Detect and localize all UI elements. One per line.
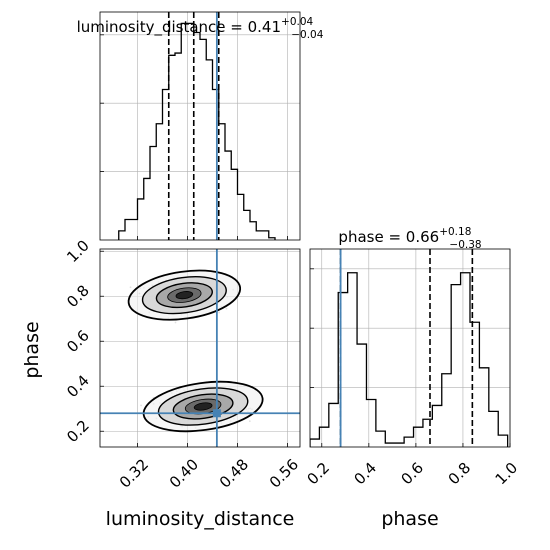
joint-sample-point (129, 286, 132, 289)
joint-xtick-label-3: 0.56 (266, 455, 302, 491)
phase-xtick-label-0: 0.2 (303, 459, 333, 489)
joint-contour-level-0-4 (175, 291, 194, 300)
phase-xtick-label-4: 1.0 (492, 459, 522, 489)
phase-title-main: phase = 0.66 (338, 228, 439, 246)
joint-sample-point (140, 404, 142, 407)
joint-xtick-label-1: 0.40 (166, 455, 202, 491)
luminosity-distance-histogram-panel: luminosity_distance = 0.41+0.04 −0.04 (77, 11, 324, 241)
joint-ytick-label-1: 0.4 (63, 371, 93, 401)
phase-histogram-panel: 0.2 0.4 0.6 0.8 1.0 phase = 0.66+0.18 −0.38 p… (303, 226, 521, 530)
joint-sample-point (218, 311, 221, 314)
luminosity-distance-histogram-ticks (100, 34, 288, 240)
luminosity-distance-quantile-lines (167, 12, 220, 240)
joint-sample-point (225, 307, 228, 310)
joint-density-contours (127, 269, 264, 433)
phase-histogram-frame (309, 248, 511, 448)
y-axis-label-phase: phase (21, 321, 43, 378)
luminosity-distance-histogram (118, 22, 276, 240)
phase-histogram (310, 272, 509, 447)
joint-xtick-label-0: 0.32 (116, 455, 152, 491)
joint-ytick-label-4: 1.0 (63, 236, 93, 266)
luminosity-distance-title: luminosity_distance = 0.41+0.04 −0.04 (77, 16, 324, 41)
joint-contour-level-1-4 (193, 402, 213, 411)
phase-title: phase = 0.66+0.18 −0.38 (338, 226, 481, 251)
joint-ytick-label-3: 0.8 (63, 281, 93, 311)
phase-quantile-lines (339, 249, 474, 447)
joint-sample-point (248, 420, 251, 423)
x-axis-label-phase: phase (381, 508, 438, 530)
joint-ytick-label-2: 0.6 (63, 326, 93, 356)
phase-xtick-label-3: 0.8 (445, 459, 475, 489)
ph-histogram-step (310, 272, 509, 447)
phase-xtick-label-2: 0.6 (398, 459, 428, 489)
joint-density-frame (99, 248, 301, 448)
joint-density-panel: 0.32 0.40 0.48 0.56 0.2 0.4 0.6 0.8 1.0 luminosi… (21, 236, 302, 530)
phase-title-upper: +0.18 (439, 226, 471, 238)
joint-sample-point (174, 321, 177, 324)
joint-ytick-label-0: 0.2 (63, 416, 93, 446)
luminosity-distance-histogram-grid (100, 12, 300, 240)
x-axis-label-luminosity-distance: luminosity_distance (106, 508, 295, 530)
ld-histogram-step (118, 22, 276, 240)
luminosity-distance-histogram-frame (99, 11, 301, 241)
phase-xtick-label-1: 0.4 (350, 459, 380, 489)
luminosity-distance-title-main: luminosity_distance = 0.41 (77, 18, 281, 37)
phase-title-lower: −0.38 (449, 239, 481, 251)
joint-truth-point (212, 409, 221, 418)
joint-density-truth-marker (100, 249, 300, 447)
luminosity-distance-title-lower: −0.04 (291, 29, 323, 41)
luminosity-distance-title-upper: +0.04 (281, 16, 313, 28)
joint-xtick-label-2: 0.48 (216, 455, 252, 491)
